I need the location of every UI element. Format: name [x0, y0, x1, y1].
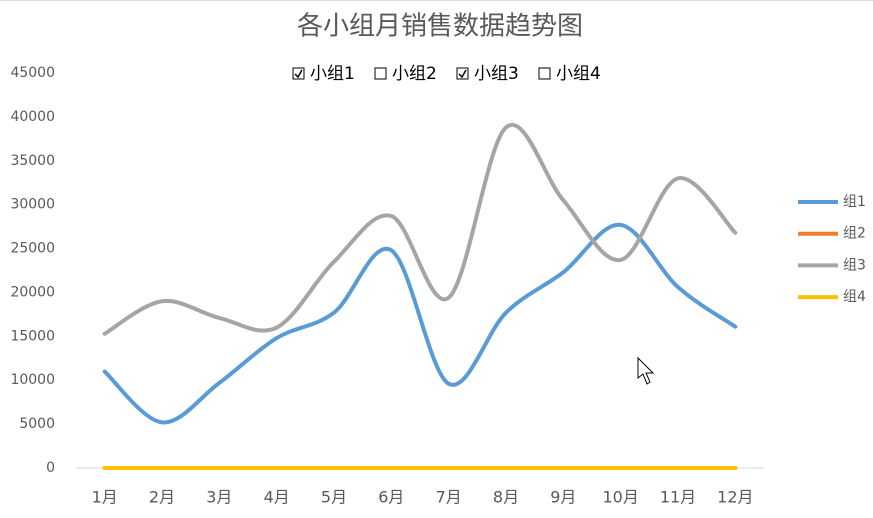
x-tick-label: 7月	[436, 488, 462, 507]
y-tick-label: 10000	[10, 372, 55, 388]
x-tick-label: 11月	[660, 488, 696, 507]
x-tick-label: 1月	[92, 488, 118, 507]
legend-label: 组2	[843, 226, 866, 242]
filter-label[interactable]: 小组1	[310, 64, 355, 84]
x-tick-label: 6月	[378, 488, 404, 507]
chart-title: 各小组月销售数据趋势图	[297, 12, 583, 42]
filter-label[interactable]: 小组3	[474, 64, 519, 84]
x-tick-label: 8月	[493, 488, 519, 507]
filter-label[interactable]: 小组4	[556, 64, 601, 84]
check-mark	[458, 69, 467, 79]
y-tick-label: 25000	[10, 241, 55, 257]
legend-label: 组1	[843, 194, 866, 210]
y-tick-label: 40000	[10, 109, 55, 125]
series-line	[102, 222, 738, 425]
series-line	[102, 123, 738, 336]
x-tick-label: 10月	[602, 488, 638, 507]
legend-label: 组3	[843, 257, 866, 273]
filter-checkbox[interactable]	[292, 67, 305, 80]
y-tick-label: 5000	[19, 416, 55, 432]
y-tick-label: 35000	[10, 153, 55, 169]
legend-label: 组4	[843, 289, 866, 305]
filter-checkbox[interactable]	[456, 67, 469, 80]
x-tick-label: 4月	[264, 488, 290, 507]
check-mark	[294, 69, 303, 79]
filter-checkbox[interactable]	[374, 67, 387, 80]
y-tick-label: 20000	[10, 284, 55, 300]
y-tick-label: 15000	[10, 328, 55, 344]
mouse-cursor	[637, 356, 655, 385]
y-tick-label: 45000	[10, 65, 55, 81]
x-tick-label: 2月	[149, 488, 175, 507]
x-tick-label: 12月	[717, 488, 753, 507]
x-tick-label: 9月	[550, 488, 576, 507]
y-tick-label: 0	[46, 460, 55, 476]
x-tick-label: 5月	[321, 488, 347, 507]
x-tick-label: 3月	[206, 488, 232, 507]
filter-checkbox[interactable]	[538, 67, 551, 80]
y-tick-label: 30000	[10, 197, 55, 213]
filter-label[interactable]: 小组2	[392, 64, 437, 84]
